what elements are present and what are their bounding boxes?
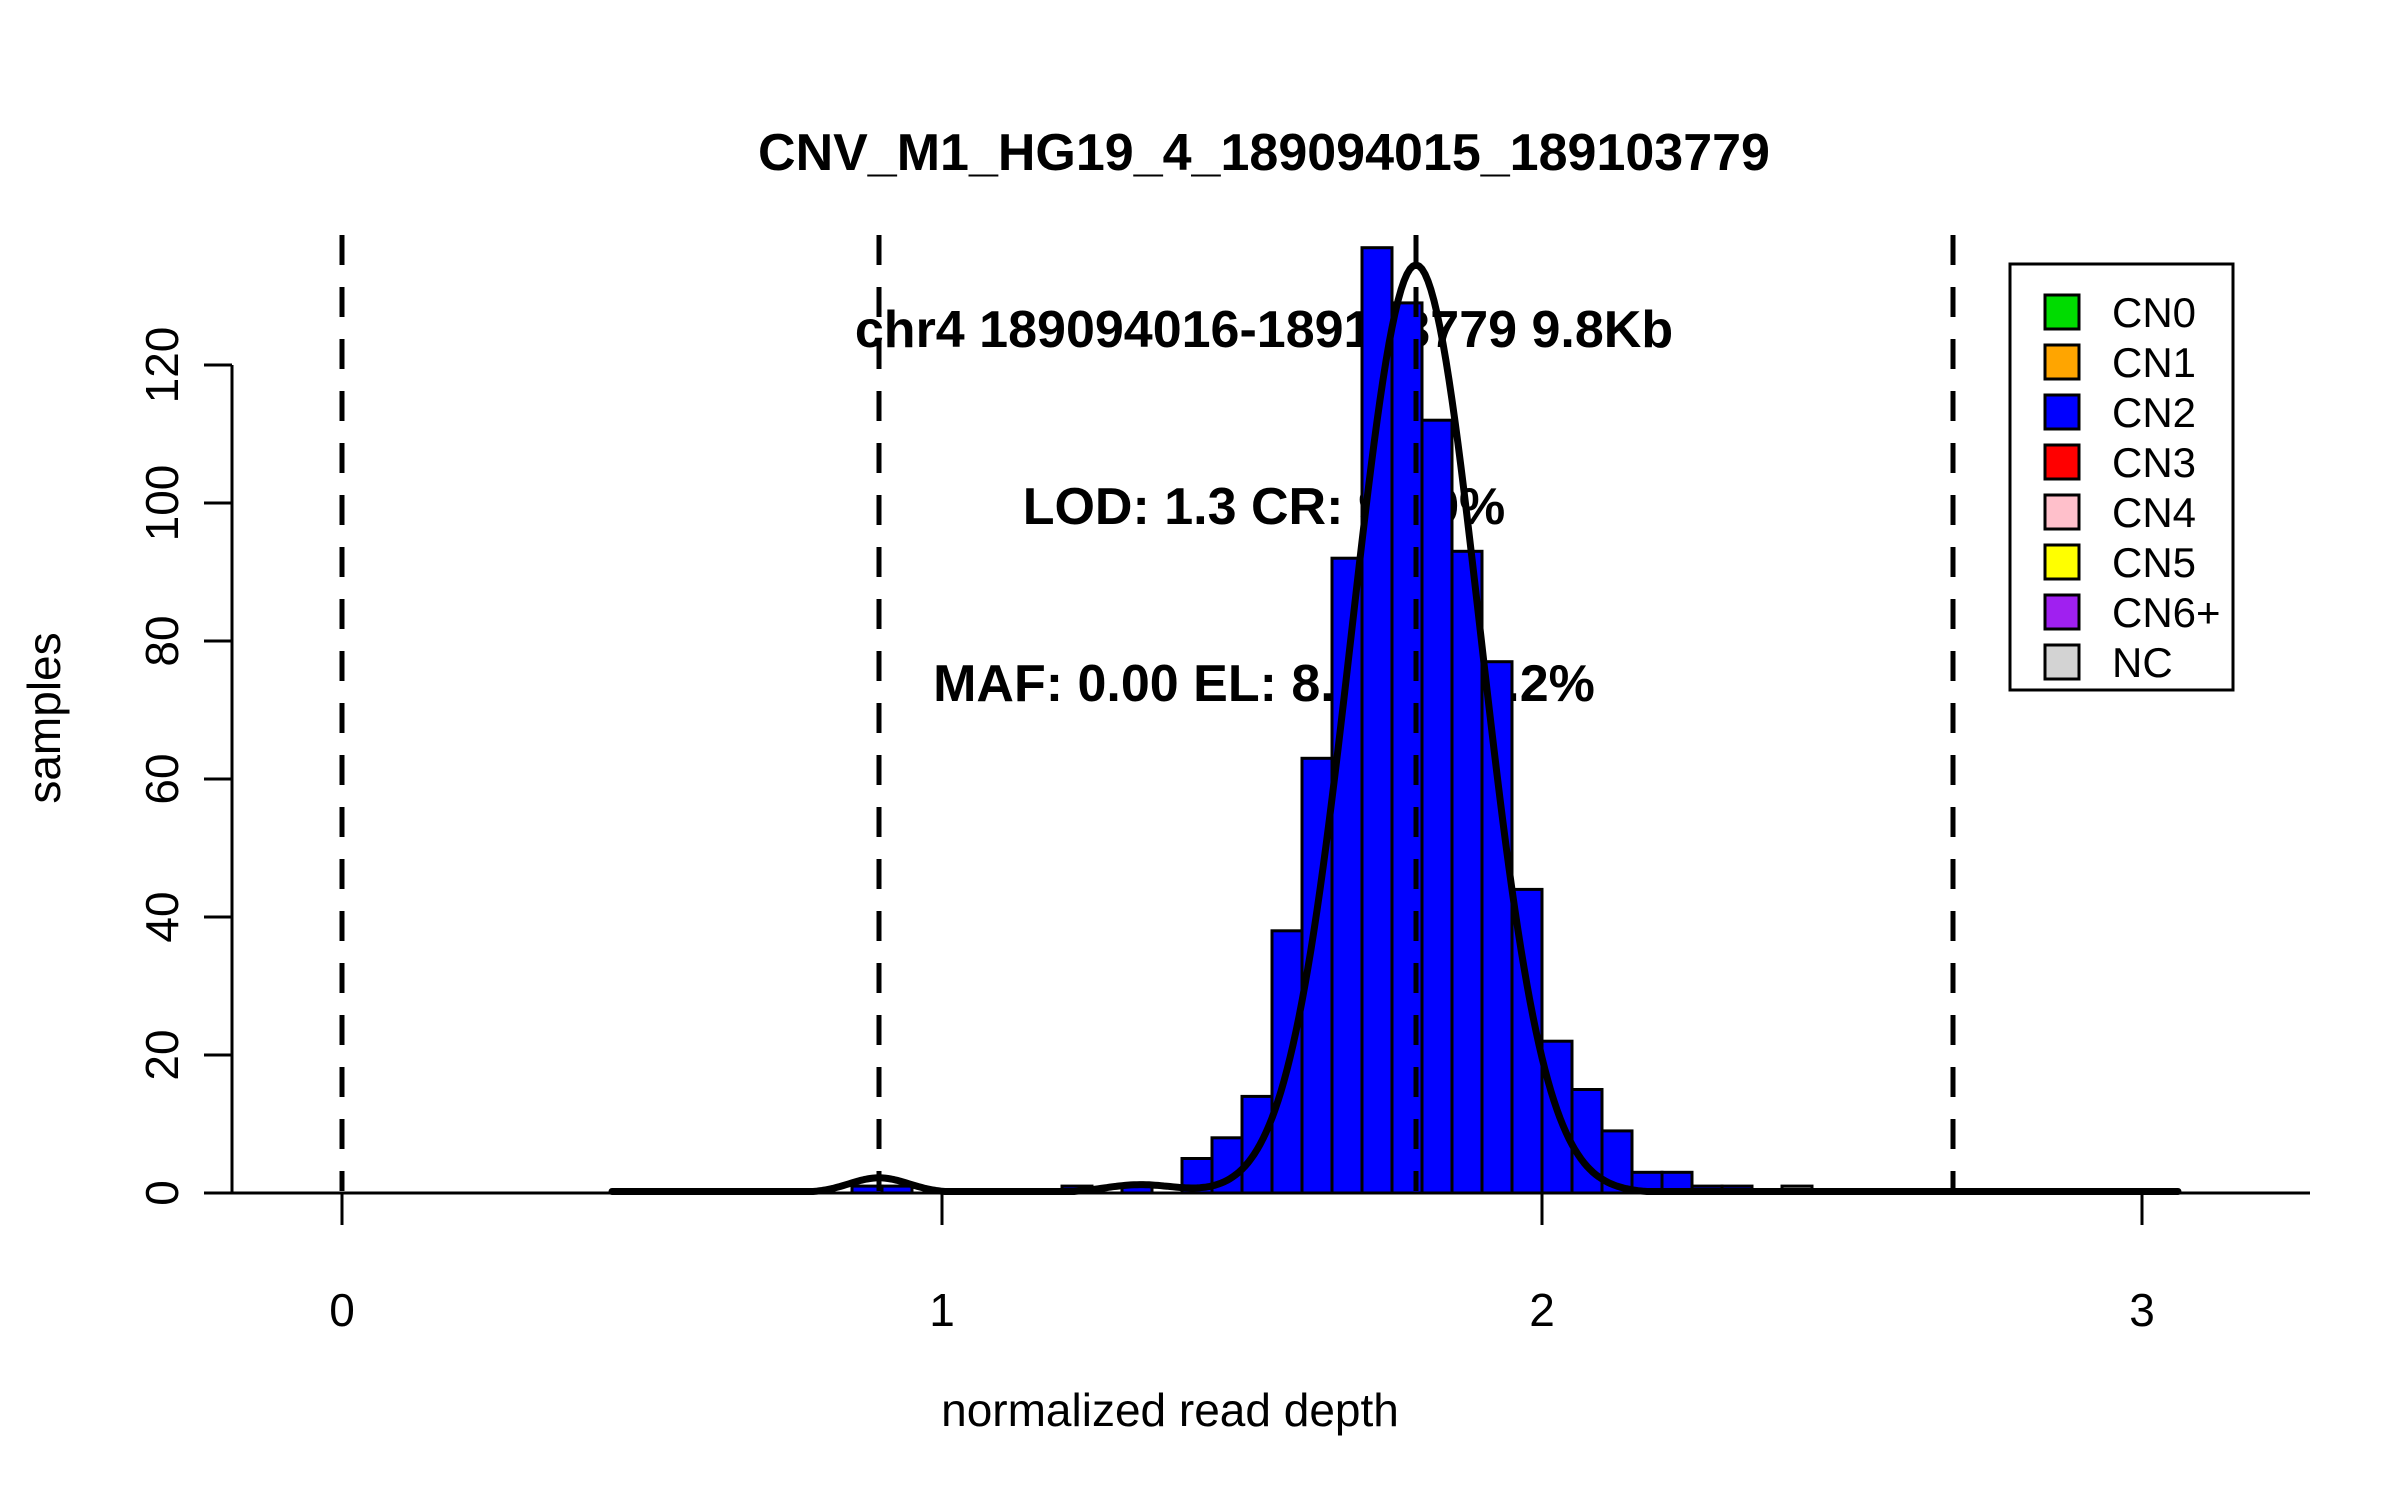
y-axis-tick-label: 120 (136, 327, 188, 404)
legend-swatch-cn3 (2043, 443, 2081, 481)
legend-label-cn1: CN1 (2112, 339, 2196, 386)
histogram-bar-cn2 (1390, 301, 1424, 1195)
x-axis-tick-label: 3 (2129, 1284, 2155, 1336)
histogram-bar-cn2 (1420, 418, 1454, 1195)
legend-swatch-cn5 (2043, 543, 2081, 581)
histogram-bar-cn2 (1450, 549, 1484, 1195)
x-axis-title: normalized read depth (941, 1384, 1399, 1436)
histogram-bar-cn2 (1360, 246, 1394, 1195)
legend-label-cn0: CN0 (2112, 289, 2196, 336)
histogram-bar-cn2 (880, 1184, 914, 1195)
legend-swatch-cn0 (2043, 293, 2081, 331)
histogram-bar-cn2 (1480, 660, 1514, 1195)
legend-swatch-cn1 (2043, 343, 2081, 381)
x-axis-tick-label: 0 (329, 1284, 355, 1336)
legend-swatch-cn4 (2043, 493, 2081, 531)
x-axis-tick-label: 2 (1529, 1284, 1555, 1336)
legend-swatch-nc (2043, 643, 2081, 681)
y-axis-tick-label: 20 (136, 1029, 188, 1080)
legend-swatch-cn2 (2043, 393, 2081, 431)
y-axis-tick-label: 0 (136, 1180, 188, 1206)
y-axis-tick-label: 60 (136, 753, 188, 804)
legend-label-nc: NC (2112, 639, 2173, 686)
density-fit-curve (608, 261, 2182, 1195)
legend-label-cn4: CN4 (2112, 489, 2196, 536)
x-axis-tick-label: 1 (929, 1284, 955, 1336)
legend-label-cn6plus: CN6+ (2112, 589, 2221, 636)
title-line-region: chr4 189094016-189103779 9.8Kb (854, 301, 1674, 359)
legend-label-cn2: CN2 (2112, 389, 2196, 436)
y-axis-tick-label: 80 (136, 615, 188, 666)
y-axis-tick-label: 40 (136, 891, 188, 942)
y-axis-tick-label: 100 (136, 465, 188, 542)
legend-label-cn5: CN5 (2112, 539, 2196, 586)
legend-label-cn3: CN3 (2112, 439, 2196, 486)
legend-swatch-cn6plus (2043, 593, 2081, 631)
title-line-cnv-id: CNV_M1_HG19_4_189094015_189103779 (758, 124, 1770, 182)
